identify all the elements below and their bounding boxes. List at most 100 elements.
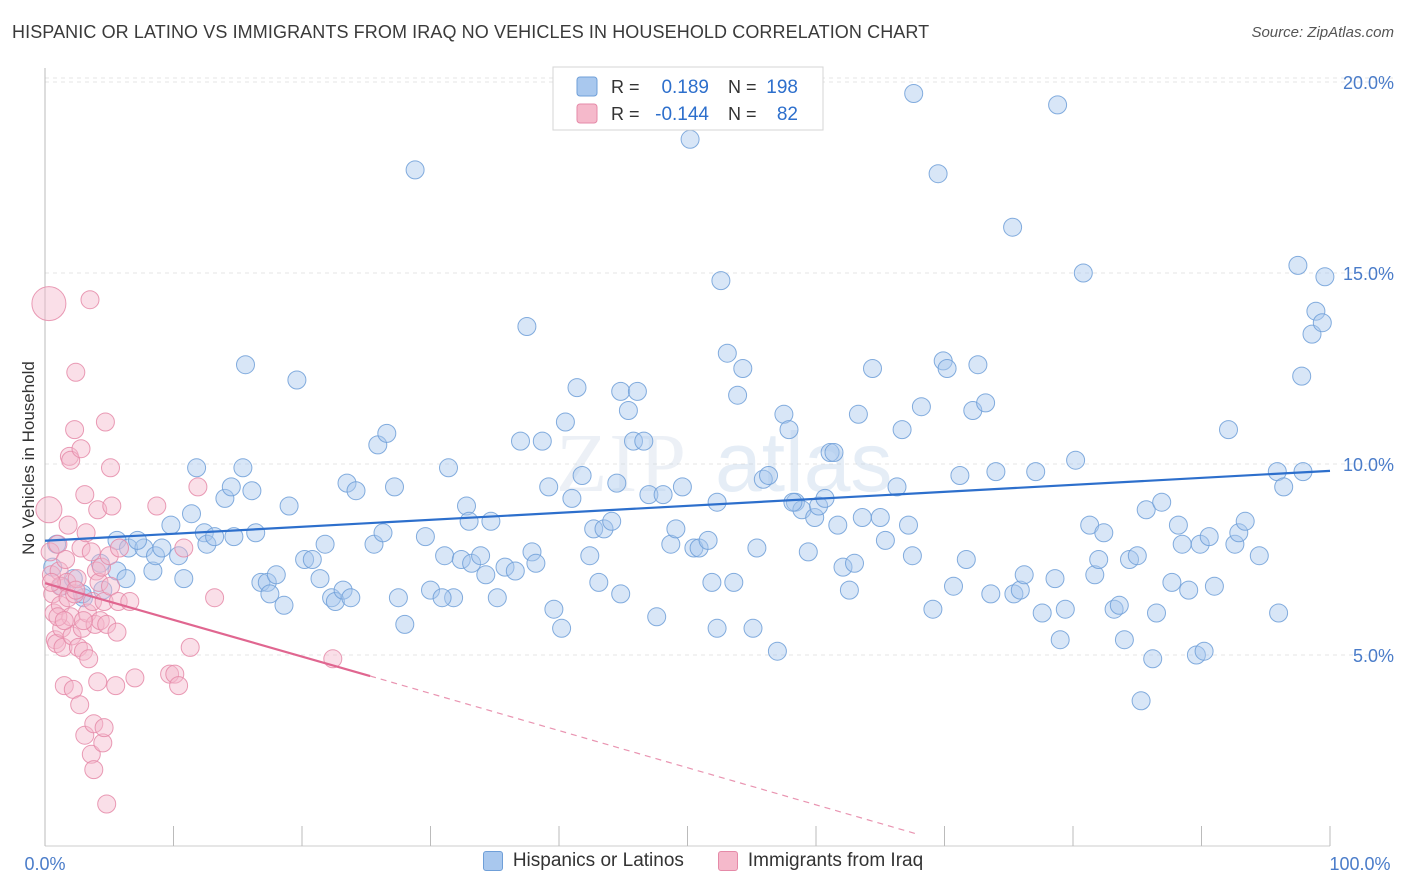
point-hispanics <box>517 317 537 336</box>
point-hispanics <box>624 431 643 451</box>
point-iraq <box>54 611 74 631</box>
trend-line-iraq <box>44 582 371 678</box>
point-hispanics <box>315 534 335 554</box>
point-hispanics <box>820 443 840 462</box>
point-hispanics <box>805 508 825 527</box>
point-iraq <box>62 626 82 646</box>
point-hispanics <box>146 546 165 566</box>
point-hispanics <box>904 84 924 103</box>
point-hispanics <box>1114 630 1134 650</box>
point-hispanics <box>451 550 471 569</box>
point-hispanics <box>544 599 564 619</box>
point-iraq <box>102 496 122 516</box>
point-iraq <box>97 794 117 814</box>
point-hispanics <box>733 359 753 378</box>
point-hispanics <box>1085 565 1105 585</box>
point-hispanics <box>759 466 778 485</box>
point-hispanics <box>471 546 491 566</box>
point-hispanics <box>1168 515 1188 535</box>
point-hispanics <box>295 550 315 569</box>
point-hispanics <box>215 488 235 508</box>
point-hispanics <box>1179 580 1199 600</box>
point-iraq <box>180 637 200 657</box>
series-iraq-points <box>31 286 343 814</box>
point-hispanics <box>377 423 397 443</box>
point-hispanics <box>1026 462 1046 482</box>
point-iraq <box>56 550 76 569</box>
point-iraq <box>95 412 115 432</box>
point-hispanics <box>809 496 829 516</box>
point-hispanics <box>602 511 622 531</box>
point-iraq <box>165 664 185 684</box>
point-hispanics <box>522 542 542 562</box>
point-hispanics <box>532 431 552 451</box>
point-hispanics <box>717 343 737 363</box>
point-hispanics <box>589 572 609 592</box>
point-hispanics <box>661 534 681 554</box>
point-hispanics <box>863 359 882 378</box>
point-hispanics <box>902 546 922 566</box>
point-hispanics <box>1225 534 1245 554</box>
point-hispanics <box>707 492 727 512</box>
point-hispanics <box>852 508 872 527</box>
point-hispanics <box>728 385 748 405</box>
point-hispanics <box>1152 492 1172 512</box>
point-iraq <box>93 733 113 753</box>
point-hispanics <box>152 538 172 558</box>
point-hispanics <box>444 588 464 608</box>
point-hispanics <box>405 160 425 180</box>
point-hispanics <box>224 527 244 547</box>
point-hispanics <box>1143 649 1163 669</box>
point-hispanics <box>1292 366 1312 386</box>
point-hispanics <box>607 473 627 493</box>
point-hispanics <box>457 496 476 516</box>
point-hispanics <box>1010 580 1030 600</box>
point-iraq <box>58 515 78 535</box>
point-hispanics <box>944 576 963 596</box>
point-iraq <box>75 485 95 505</box>
point-hispanics <box>743 618 763 638</box>
trend-line-hispanics <box>44 469 1331 542</box>
point-hispanics <box>698 530 718 550</box>
x-ticks <box>44 826 1331 846</box>
point-hispanics <box>1066 450 1086 470</box>
y-tick-label: 5.0% <box>1353 646 1394 666</box>
point-hispanics <box>505 561 525 581</box>
point-iraq <box>101 458 120 478</box>
point-hispanics <box>1104 599 1124 619</box>
point-iraq <box>72 618 92 638</box>
point-hispanics <box>552 618 572 638</box>
legend-swatch-pink <box>717 851 738 871</box>
point-hispanics <box>627 381 647 401</box>
point-hispanics <box>672 477 692 497</box>
y-tick-labels: 5.0% 10.0% 15.0% 20.0% <box>1343 73 1394 666</box>
point-hispanics <box>702 572 722 592</box>
point-hispanics <box>555 412 575 432</box>
point-hispanics <box>439 458 458 478</box>
point-hispanics <box>279 496 299 516</box>
point-hispanics <box>611 381 631 401</box>
point-hispanics <box>1315 267 1335 287</box>
point-hispanics <box>1274 477 1294 497</box>
point-hispanics <box>584 519 604 539</box>
chart-legend: Hispanics or Latinos Immigrants from Ira… <box>0 850 1406 872</box>
point-iraq <box>147 496 167 516</box>
point-iraq <box>79 649 99 669</box>
point-hispanics <box>875 530 895 550</box>
point-hispanics <box>1004 584 1024 604</box>
point-hispanics <box>870 508 890 527</box>
point-iraq <box>41 572 61 592</box>
point-hispanics <box>981 584 1001 604</box>
watermark-zip: ZIP <box>556 417 688 510</box>
point-hispanics <box>892 420 912 440</box>
point-hispanics <box>333 580 353 600</box>
point-iraq <box>97 614 117 634</box>
point-hispanics <box>128 530 147 550</box>
stats-r-label-1: R = <box>611 77 640 97</box>
point-hispanics <box>287 370 307 390</box>
point-hispanics <box>242 481 262 501</box>
legend-item-iraq: Immigrants from Iraq <box>717 850 924 872</box>
point-hispanics <box>346 481 366 501</box>
y-tick-label: 15.0% <box>1343 264 1394 284</box>
legend-label-iraq: Immigrants from Iraq <box>747 850 924 871</box>
